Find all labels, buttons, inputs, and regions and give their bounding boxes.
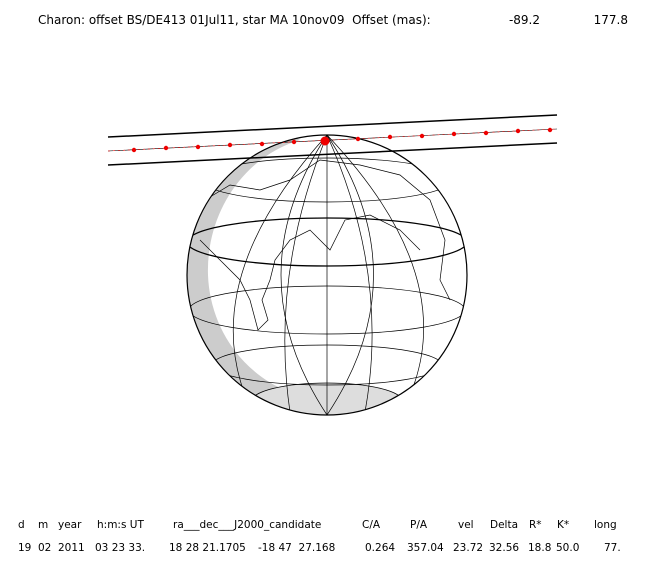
cell-value: 18 28 21.1705 — [169, 542, 246, 554]
cell-value: 03 23 33. — [95, 542, 145, 554]
cell-value: 23.72 — [453, 542, 483, 554]
column-header: year — [58, 519, 82, 531]
column-header: d — [18, 519, 25, 531]
cell-value: 50.0 — [556, 542, 579, 554]
column-header: P/A — [410, 519, 428, 531]
shadow-track — [107, 114, 558, 166]
column-header: ra___dec___J2000_candidate — [173, 519, 321, 531]
globe — [187, 135, 467, 415]
cell-value: 0.264 — [365, 542, 395, 554]
column-header: long — [594, 519, 617, 531]
event-table: d m year h:m:s UT ra___dec___J2000_candidate… — [18, 519, 621, 554]
globe-outline — [186, 134, 468, 416]
column-header: C/A — [362, 519, 381, 531]
column-header: m — [38, 519, 48, 531]
cell-value: 77. — [604, 542, 621, 554]
column-header: R* — [529, 519, 542, 531]
title: Charon: offset BS/DE413 01Jul11, star MA… — [38, 13, 431, 27]
column-header: vel — [458, 519, 474, 531]
cell-value: 32.56 — [489, 542, 519, 554]
cell-value: 19 — [18, 542, 31, 554]
offset-x: -89.2 — [509, 13, 540, 27]
cell-value: -18 47 27.168 — [258, 542, 335, 554]
column-header: Delta — [490, 519, 518, 531]
column-header: h:m:s UT — [97, 519, 144, 531]
column-header: K* — [557, 519, 569, 531]
offset-y: 177.8 — [594, 13, 628, 27]
cell-value: 2011 — [58, 542, 85, 554]
cell-value: 02 — [38, 542, 51, 554]
cell-value: 18.8 — [528, 542, 551, 554]
cell-value: 357.04 — [407, 542, 444, 554]
